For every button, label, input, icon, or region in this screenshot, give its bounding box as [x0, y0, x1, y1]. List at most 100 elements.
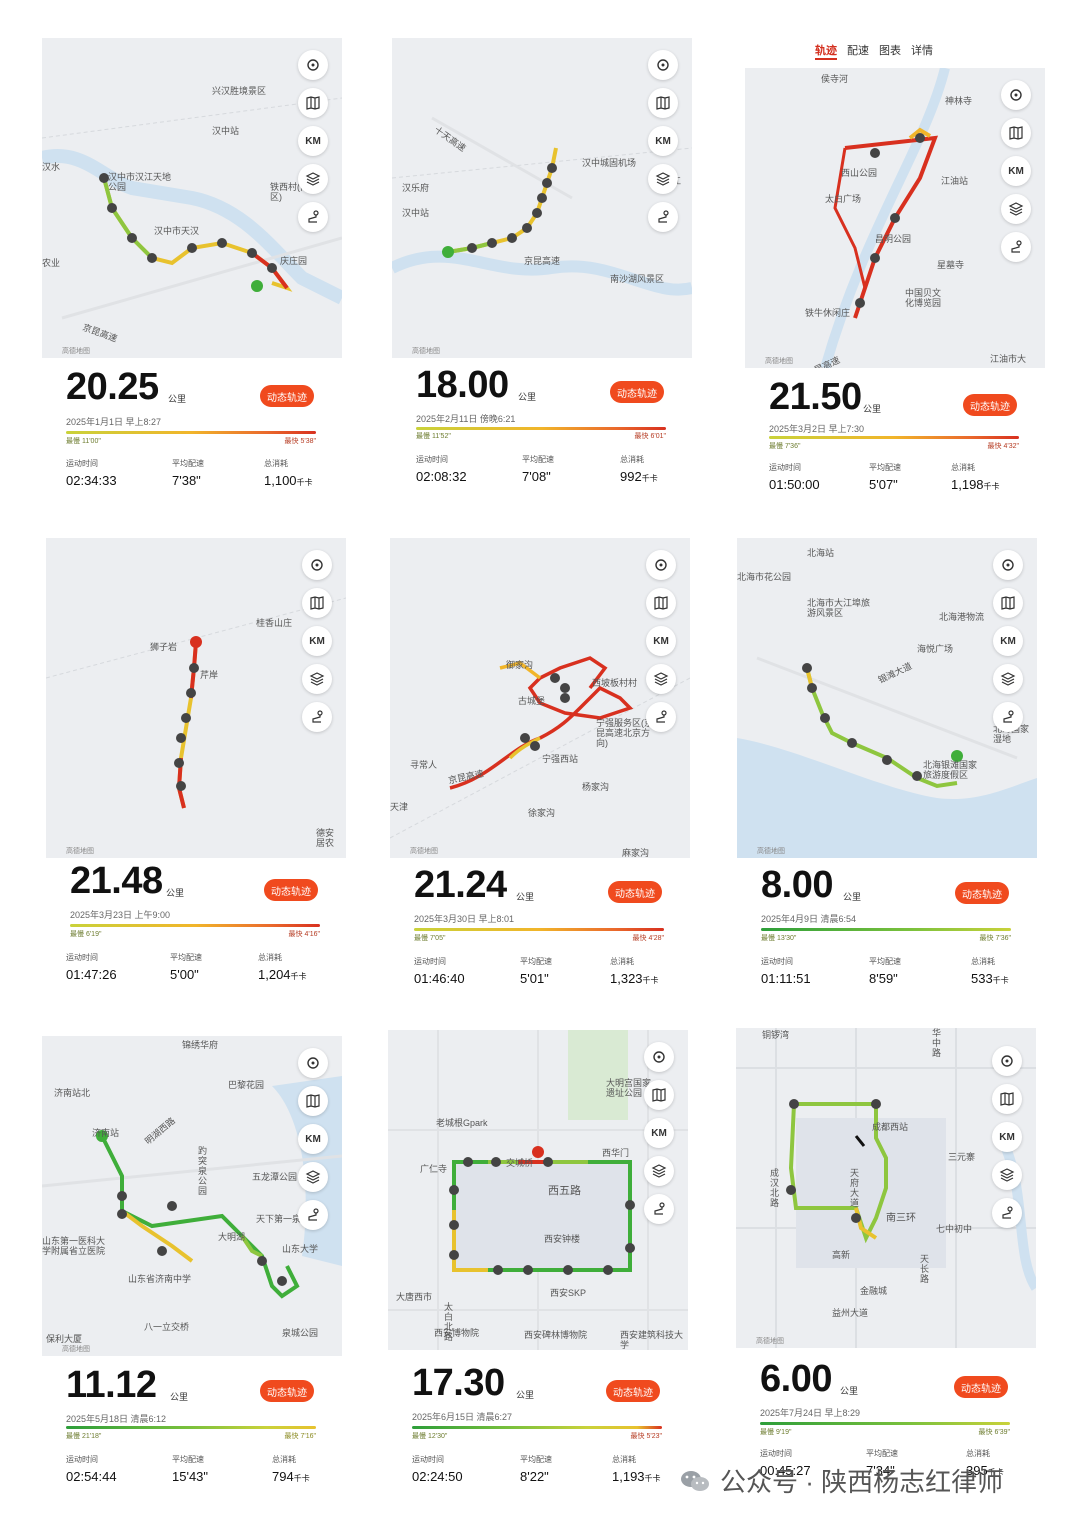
map-style-button[interactable]: [302, 588, 332, 618]
km-marker-button[interactable]: KM: [648, 126, 678, 156]
stat-value: 01:50:00: [769, 477, 820, 492]
map-label: 德安居农: [316, 828, 335, 848]
locate-button[interactable]: [648, 50, 678, 80]
layers-button[interactable]: [648, 164, 678, 194]
stat-label: 平均配速: [172, 459, 204, 468]
stat-value: 01:46:40: [414, 971, 465, 986]
map-style-button[interactable]: [298, 88, 328, 118]
map-label: 北海市花公园: [737, 572, 792, 582]
route-button[interactable]: [993, 702, 1023, 732]
pace-bar: [416, 427, 666, 430]
route-map-8[interactable]: 大明宫国家遗址公园 老城根Gpark 交城桥 西华门 广仁寺 西五路 西安钟楼 …: [388, 1030, 688, 1350]
run-card-9: 铜锣湾 华中路 成都西站 天府大道 南三环 七中初中 三元寨 高新 金融城 益州…: [736, 1028, 1036, 1498]
calories-value: 992: [620, 469, 642, 484]
locate-icon: [657, 59, 669, 71]
locate-button[interactable]: [992, 1046, 1022, 1076]
distance-value: 8.00: [761, 864, 833, 906]
layers-button[interactable]: [298, 1162, 328, 1192]
route-button[interactable]: [298, 1200, 328, 1230]
map-style-button[interactable]: [298, 1086, 328, 1116]
dynamic-track-button[interactable]: 动态轨迹: [608, 881, 662, 903]
dynamic-track-button[interactable]: 动态轨迹: [606, 1380, 660, 1402]
map-style-button[interactable]: [646, 588, 676, 618]
map-canvas-6: [737, 656, 1037, 858]
stat-label: 平均配速: [522, 455, 554, 464]
dynamic-track-button[interactable]: 动态轨迹: [963, 394, 1017, 416]
tab-detail[interactable]: 详情: [911, 45, 933, 57]
pace-bar: [70, 924, 320, 927]
map-label: 南沙湖风景区: [610, 274, 665, 284]
watermark-text: 公众号 · 陕西杨志红律师: [720, 1467, 1004, 1497]
route-map-4[interactable]: 桂香山庄 狮子岩 芹岸 德安居农 高德地图 KM: [46, 538, 346, 858]
layers-button[interactable]: [1001, 194, 1031, 224]
route-map-2[interactable]: 十天高速 汉中城固机场 汉乐府 汉中站 京昆高速 南沙湖风景区 江 高德地图 K…: [392, 38, 692, 358]
km-marker-button[interactable]: KM: [646, 626, 676, 656]
locate-button[interactable]: [298, 1048, 328, 1078]
layers-button[interactable]: [644, 1156, 674, 1186]
km-marker-button[interactable]: KM: [644, 1118, 674, 1148]
run-card-8: 大明宫国家遗址公园 老城根Gpark 交城桥 西华门 广仁寺 西五路 西安钟楼 …: [388, 1030, 688, 1500]
tab-chart[interactable]: 图表: [879, 45, 901, 57]
route-button[interactable]: [648, 202, 678, 232]
distance-unit: 公里: [518, 392, 537, 402]
stat-value: 794千卡: [272, 1469, 342, 1484]
layers-button[interactable]: [992, 1160, 1022, 1190]
km-marker-button[interactable]: KM: [992, 1122, 1022, 1152]
km-marker-button[interactable]: KM: [302, 626, 332, 656]
route-button[interactable]: [644, 1194, 674, 1224]
route-map-1[interactable]: 兴汉胜境景区 汉中站 汉中市汉江天地公园 汉中市天汉 汉水 铁西村(南校区) 庆…: [42, 38, 342, 358]
locate-button[interactable]: [298, 50, 328, 80]
map-style-button[interactable]: [644, 1080, 674, 1110]
route-map-6[interactable]: 北海站 北海市花公园 北海市大江埠旅游风景区 北海港物流 海悦广场 银滩大道 北…: [737, 538, 1037, 858]
map-style-button[interactable]: [992, 1084, 1022, 1114]
route-map-5[interactable]: 御家沟 西坡板村村 古城堡 宁强服务区(京昆高速北京方向) 寻常人 京昆高速 宁…: [390, 538, 690, 858]
map-attribution: 高德地图: [756, 1338, 784, 1345]
stat-value: 02:24:50: [412, 1469, 463, 1484]
route-button[interactable]: [302, 702, 332, 732]
tab-track[interactable]: 轨迹: [815, 45, 837, 60]
route-button[interactable]: [1001, 232, 1031, 262]
stat-label: 运动时间: [416, 455, 448, 464]
calories-unit: 千卡: [992, 976, 1009, 985]
pace-slowest: 最慢 7'36": [769, 443, 801, 450]
run-date: 2025年7月24日 早上8:29: [760, 1408, 861, 1418]
dynamic-track-button[interactable]: 动态轨迹: [610, 381, 664, 403]
map-label: 江油站: [941, 176, 969, 186]
km-marker-button[interactable]: KM: [298, 1124, 328, 1154]
route-map-9[interactable]: 铜锣湾 华中路 成都西站 天府大道 南三环 七中初中 三元寨 高新 金融城 益州…: [736, 1028, 1036, 1348]
map-style-button[interactable]: [1001, 118, 1031, 148]
route-map-7[interactable]: 锦绣华府 济南站北 巴黎花园 济南站 明湖西路 趵突泉公园 五龙潭公园 天下第一…: [42, 1036, 342, 1356]
route-button[interactable]: [298, 202, 328, 232]
km-marker-button[interactable]: KM: [993, 626, 1023, 656]
stat-label: 平均配速: [520, 957, 552, 966]
locate-button[interactable]: [302, 550, 332, 580]
locate-button[interactable]: [993, 550, 1023, 580]
map-style-button[interactable]: [648, 88, 678, 118]
layers-button[interactable]: [298, 164, 328, 194]
dynamic-track-button[interactable]: 动态轨迹: [954, 1376, 1008, 1398]
layers-button[interactable]: [646, 664, 676, 694]
route-button[interactable]: [646, 702, 676, 732]
map-style-button[interactable]: [993, 588, 1023, 618]
dynamic-track-button[interactable]: 动态轨迹: [955, 882, 1009, 904]
pace-fastest: 最快 6'39": [978, 1429, 1010, 1436]
distance-value: 11.12: [66, 1364, 157, 1406]
tab-pace[interactable]: 配速: [847, 45, 869, 57]
route-map-3[interactable]: 侯寺河 神林寺 西山公园 江油站 太白广场 昌明公园 星墓寺 中国贝文化博览园 …: [745, 68, 1045, 368]
map-label: 北海港物流: [939, 612, 985, 622]
locate-button[interactable]: [1001, 80, 1031, 110]
stat-value: 992千卡: [620, 469, 692, 484]
locate-button[interactable]: [644, 1042, 674, 1072]
dynamic-track-button[interactable]: 动态轨迹: [264, 879, 318, 901]
layers-button[interactable]: [993, 664, 1023, 694]
layers-button[interactable]: [302, 664, 332, 694]
km-marker-button[interactable]: KM: [1001, 156, 1031, 186]
dynamic-track-button[interactable]: 动态轨迹: [260, 385, 314, 407]
locate-button[interactable]: [646, 550, 676, 580]
route-button[interactable]: [992, 1198, 1022, 1228]
map-label: 西五路: [548, 1185, 581, 1197]
map-label: 中国贝文化博览园: [905, 288, 942, 308]
layers-icon: [1000, 672, 1016, 686]
km-marker-button[interactable]: KM: [298, 126, 328, 156]
dynamic-track-button[interactable]: 动态轨迹: [260, 1380, 314, 1402]
